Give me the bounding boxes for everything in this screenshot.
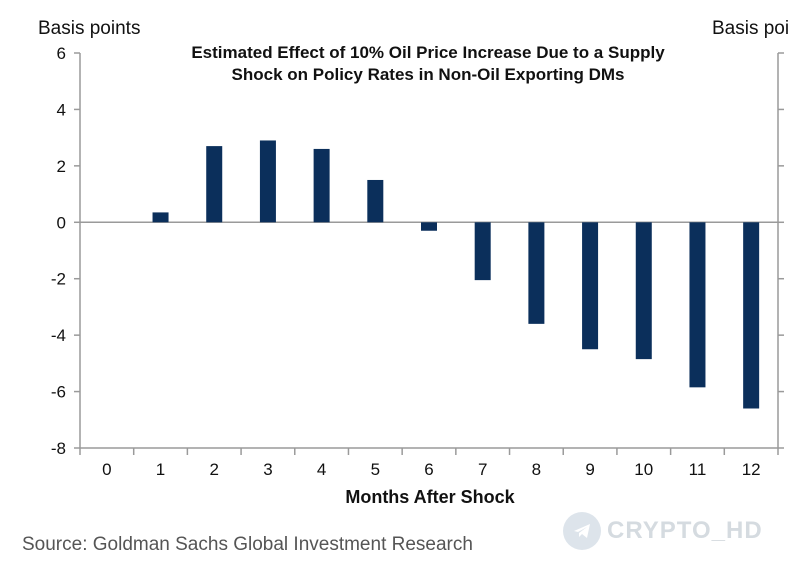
y-tick-label: -8 — [51, 439, 66, 458]
y-tick-label: 0 — [57, 213, 66, 232]
bar-month-9 — [582, 222, 599, 350]
x-axis-title: Months After Shock — [345, 487, 515, 507]
bar-month-10 — [635, 222, 652, 360]
telegram-icon — [563, 512, 601, 550]
y-tick-label: -2 — [51, 270, 66, 289]
source-note: Source: Goldman Sachs Global Investment … — [22, 534, 473, 555]
y-tick-label: 6 — [57, 44, 66, 63]
y-tick-label: 4 — [57, 100, 66, 119]
x-tick-label: 7 — [478, 460, 487, 479]
x-tick-label: 3 — [263, 460, 272, 479]
watermark: CRYPTO_HD — [563, 512, 763, 550]
x-tick-label: 8 — [532, 460, 541, 479]
x-tick-label: 0 — [102, 460, 111, 479]
bar-month-8 — [528, 222, 545, 324]
y-tick-label: -4 — [51, 326, 66, 345]
x-tick-label: 1 — [156, 460, 165, 479]
bar-month-4 — [313, 148, 330, 223]
x-tick-label: 5 — [371, 460, 380, 479]
bar-month-1 — [152, 212, 169, 223]
bar-month-11 — [689, 222, 706, 388]
x-tick-label: 6 — [424, 460, 433, 479]
x-tick-label: 9 — [585, 460, 594, 479]
bar-month-7 — [474, 222, 491, 281]
y-axis-label-right: Basis poi — [712, 18, 789, 39]
bar-month-2 — [206, 146, 223, 223]
chart-title-line-1: Estimated Effect of 10% Oil Price Increa… — [191, 43, 665, 62]
x-tick-label: 10 — [634, 460, 653, 479]
y-tick-label: -6 — [51, 383, 66, 402]
bar-month-3 — [259, 140, 276, 223]
x-tick-label: 2 — [209, 460, 218, 479]
bar-month-6 — [421, 222, 437, 231]
x-tick-label: 4 — [317, 460, 326, 479]
bar-month-5 — [367, 179, 384, 223]
chart-title-line-2: Shock on Policy Rates in Non-Oil Exporti… — [232, 65, 625, 84]
x-tick-label: 11 — [689, 460, 707, 479]
y-axis-label-left: Basis points — [38, 18, 140, 39]
y-tick-label: 2 — [57, 157, 66, 176]
bar-month-12 — [743, 222, 760, 409]
x-tick-label: 12 — [742, 460, 761, 479]
watermark-text: CRYPTO_HD — [607, 517, 763, 544]
